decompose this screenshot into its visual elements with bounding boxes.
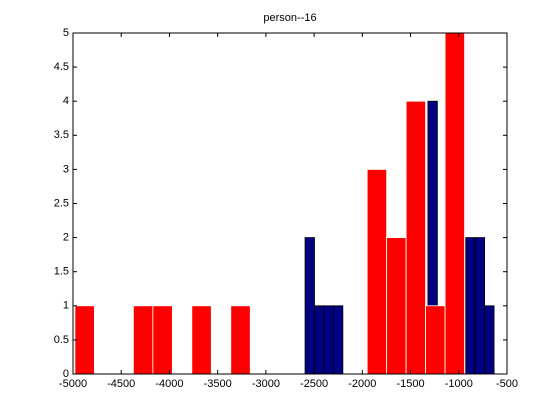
bar [323, 305, 334, 375]
x-tick-label: -2000 [348, 378, 376, 390]
bar [132, 305, 154, 375]
x-tick-label: -1500 [396, 378, 424, 390]
y-tick-label: 3.5 [54, 129, 69, 141]
x-tick-label: -2500 [300, 378, 328, 390]
y-tick-label: 3 [63, 163, 69, 175]
bar [474, 237, 486, 375]
bar [74, 305, 95, 375]
y-tick-label: 2 [63, 232, 69, 244]
x-tick-label: -3500 [204, 378, 232, 390]
bar [304, 237, 315, 375]
x-tick-label: -500 [496, 378, 518, 390]
x-tick-label: -5000 [59, 378, 87, 390]
bar [484, 305, 495, 375]
bar [366, 168, 388, 375]
bar [405, 100, 427, 375]
y-tick-label: 1 [63, 300, 69, 312]
bar [386, 237, 407, 375]
bar [465, 237, 476, 375]
bar [191, 305, 212, 375]
y-tick-label: 0 [63, 368, 69, 380]
y-tick-label: 4.5 [54, 61, 69, 73]
bar [230, 305, 251, 375]
y-tick-label: 4 [63, 95, 69, 107]
bar [444, 32, 465, 375]
bar [314, 305, 325, 375]
x-tick-label: -4500 [107, 378, 135, 390]
y-tick-label: 0.5 [54, 334, 69, 346]
y-tick-label: 2.5 [54, 197, 69, 209]
x-tick-label: -4000 [155, 378, 183, 390]
x-tick-label: -3000 [252, 378, 280, 390]
bar [332, 305, 344, 375]
bar [152, 305, 173, 375]
y-tick-label: 5 [63, 27, 69, 39]
chart-title: person--16 [263, 12, 316, 24]
bar [425, 305, 446, 375]
y-tick-label: 1.5 [54, 266, 69, 278]
x-tick-label: -1000 [445, 378, 473, 390]
